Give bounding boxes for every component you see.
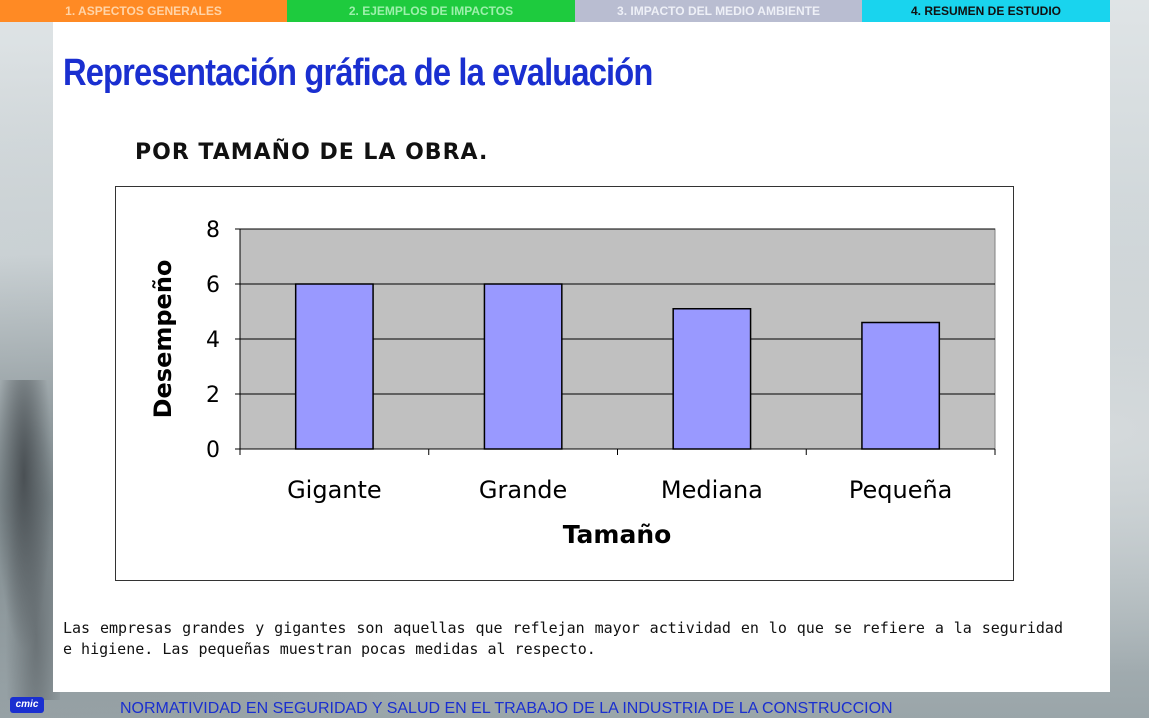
y-tick-label: 4 [206, 328, 220, 353]
bar-gigante [294, 283, 374, 450]
y-tick-label: 6 [206, 273, 220, 298]
tab-ejemplos-de-impactos[interactable]: 2. EJEMPLOS DE IMPACTOS [287, 0, 575, 22]
chart-container: 0 2 4 6 8 Gigante Grande Mediana Pequeña Tamaño… [115, 186, 1014, 581]
bar-mediana [672, 308, 752, 450]
x-tick-label: Mediana [661, 476, 763, 504]
footer-text: NORMATIVIDAD EN SEGURIDAD Y SALUD EN EL … [120, 700, 893, 717]
x-axis-title: Tamaño [563, 520, 672, 549]
bar-chart: 0 2 4 6 8 Gigante Grande Mediana Pequeña Tamaño… [149, 218, 996, 549]
x-tick-label: Grande [479, 476, 567, 504]
y-axis-title: Desempeño [149, 260, 177, 419]
top-nav-tabs: 1. ASPECTOS GENERALES 2. EJEMPLOS DE IMP… [0, 0, 1110, 22]
tab-impacto-medio-ambiente[interactable]: 3. IMPACTO DEL MEDIO AMBIENTE [575, 0, 862, 22]
bar-pequeña [861, 321, 941, 450]
x-tick-label: Pequeña [849, 476, 953, 504]
y-tick-label: 2 [206, 383, 220, 408]
description-text: Las empresas grandes y gigantes son aque… [63, 619, 1063, 658]
bar-grande [483, 283, 563, 450]
y-tick-label: 8 [206, 218, 220, 243]
cmic-logo: cmic [10, 697, 44, 713]
x-tick-label: Gigante [287, 476, 382, 504]
tab-resumen-de-estudio[interactable]: 4. RESUMEN DE ESTUDIO [862, 0, 1110, 22]
y-tick-label: 0 [206, 438, 220, 463]
chart-subtitle: POR TAMAÑO DE LA OBRA. [135, 140, 489, 165]
page-title: Representación gráfica de la evaluación [63, 52, 653, 94]
tab-aspectos-generales[interactable]: 1. ASPECTOS GENERALES [0, 0, 287, 22]
background-photo [0, 380, 60, 700]
